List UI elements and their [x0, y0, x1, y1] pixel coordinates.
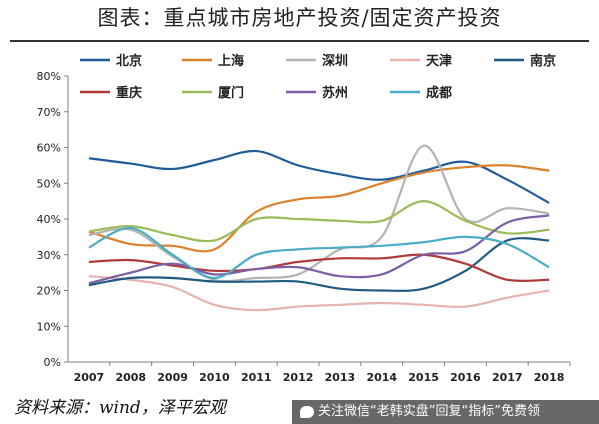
legend-label: 北京 [116, 53, 142, 69]
y-tick-label: 40% [37, 213, 61, 226]
x-tick-label: 2013 [325, 371, 356, 384]
legend-label: 南京 [530, 53, 556, 69]
x-tick-label: 2011 [241, 371, 272, 384]
legend-label: 上海 [218, 53, 244, 69]
y-tick-label: 20% [37, 285, 61, 298]
y-tick-label: 30% [37, 249, 61, 262]
series-line-苏州 [88, 214, 550, 285]
series-line-北京 [88, 149, 550, 204]
series-line-上海 [88, 164, 550, 253]
series-line-重庆 [88, 253, 550, 283]
series-line-天津 [88, 275, 550, 312]
series-line-成都 [88, 226, 550, 280]
x-tick-label: 2018 [534, 371, 565, 384]
x-tick-label: 2017 [492, 371, 523, 384]
series-line-厦门 [88, 200, 550, 243]
chart-series [88, 144, 550, 312]
y-tick-label: 0% [44, 356, 61, 369]
x-tick-label: 2012 [283, 371, 314, 384]
legend-label: 苏州 [322, 85, 348, 101]
legend-label: 深圳 [322, 53, 348, 69]
chart-title: 图表：重点城市房地产投资/固定资产投资 [97, 6, 502, 30]
x-tick-label: 2010 [199, 371, 230, 384]
legend-label: 成都 [426, 85, 452, 101]
title-divider [10, 40, 589, 42]
x-tick-label: 2015 [408, 371, 439, 384]
x-tick-label: 2014 [366, 371, 397, 384]
promo-text: 关注微信“老韩实盘”回复“指标”免费领 [318, 404, 540, 419]
x-tick-label: 2016 [450, 371, 481, 384]
source-note: 资料来源：wind，泽平宏观 [14, 398, 226, 418]
legend-label: 厦门 [218, 85, 244, 101]
x-tick-label: 2007 [74, 371, 105, 384]
y-tick-label: 10% [37, 320, 61, 333]
y-tick-label: 70% [37, 106, 61, 119]
series-line-深圳 [88, 144, 550, 283]
y-tick-label: 80% [37, 70, 61, 83]
y-tick-label: 50% [37, 177, 61, 190]
chat-bubble-icon [300, 405, 314, 418]
y-tick-label: 60% [37, 142, 61, 155]
series-line-南京 [88, 237, 550, 292]
x-tick-label: 2008 [115, 371, 146, 384]
chart-axes: 0% 10% 20% 30% 40% 50% 60% 70% 80% 2007 2008 2009 20… [37, 70, 571, 384]
legend-label: 天津 [426, 53, 452, 69]
x-tick-label: 2009 [157, 371, 188, 384]
legend-label: 重庆 [116, 85, 142, 101]
promo-banner: 关注微信“老韩实盘”回复“指标”免费领 [292, 400, 599, 424]
